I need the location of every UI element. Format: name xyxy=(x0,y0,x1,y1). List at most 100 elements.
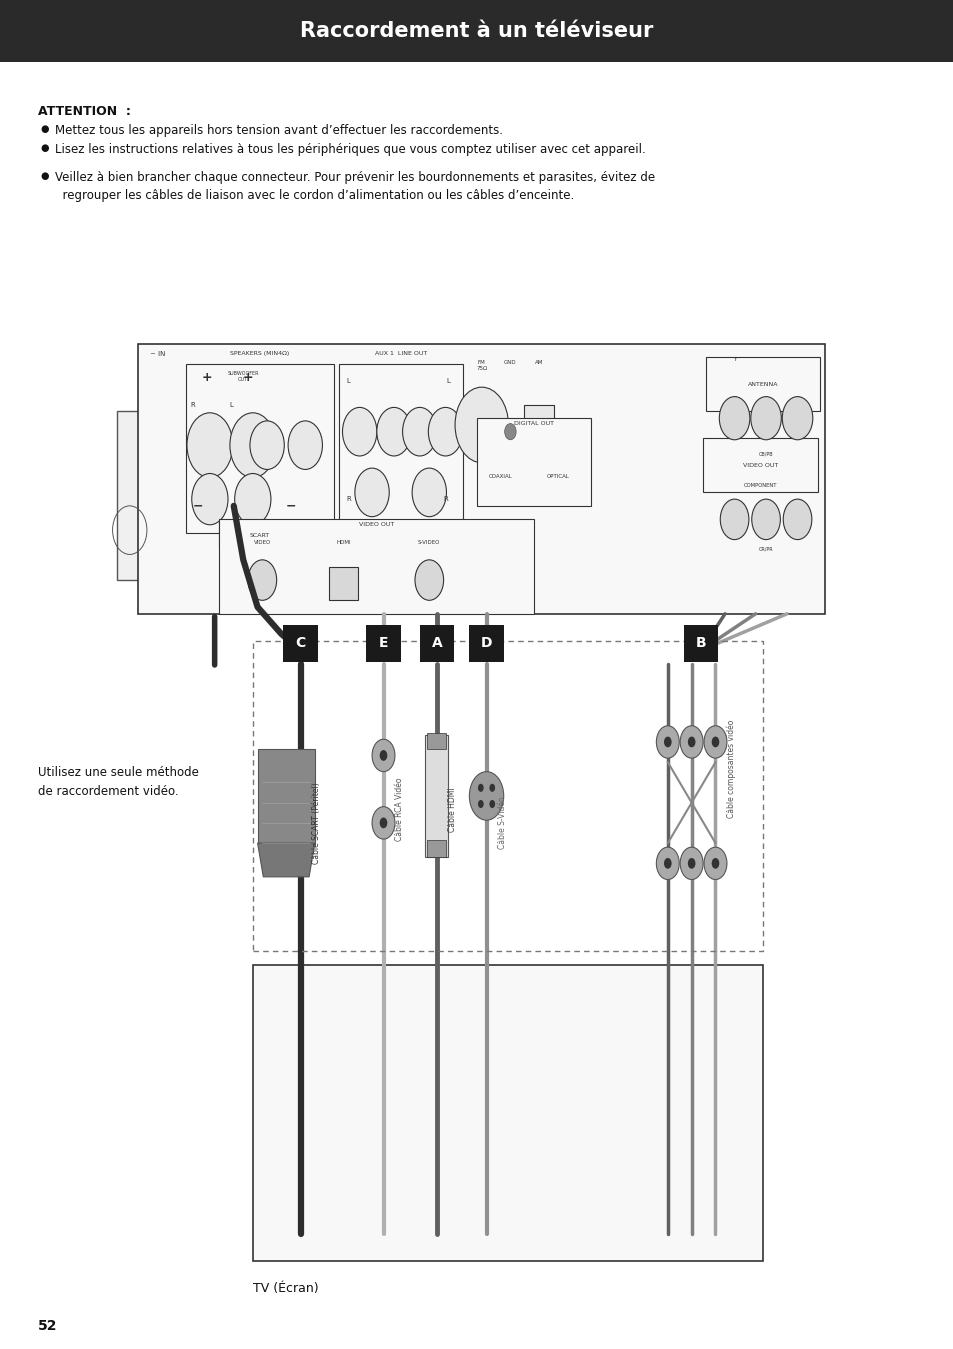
Text: L: L xyxy=(446,378,450,383)
Text: Veillez à bien brancher chaque connecteur. Pour prévenir les bourdonnements et p: Veillez à bien brancher chaque connecteu… xyxy=(55,171,655,202)
Bar xyxy=(523,405,554,445)
Circle shape xyxy=(372,739,395,772)
Text: ●: ● xyxy=(40,143,49,152)
Text: L: L xyxy=(229,402,233,407)
Text: CB/PB: CB/PB xyxy=(758,452,773,457)
Circle shape xyxy=(687,737,695,747)
Text: Lisez les instructions relatives à tous les périphériques que vous comptez utili: Lisez les instructions relatives à tous … xyxy=(55,143,645,156)
Bar xyxy=(702,438,817,492)
Bar xyxy=(705,357,820,411)
Bar xyxy=(117,411,141,580)
Circle shape xyxy=(192,473,228,525)
Circle shape xyxy=(250,421,284,469)
Bar xyxy=(329,567,357,600)
Circle shape xyxy=(342,407,376,456)
Circle shape xyxy=(711,858,719,869)
Text: Mettez tous les appareils hors tension avant d’effectuer les raccordements.: Mettez tous les appareils hors tension a… xyxy=(55,124,503,138)
Bar xyxy=(257,749,314,843)
Text: −: − xyxy=(193,499,204,513)
Text: Câble RCA Vidéo: Câble RCA Vidéo xyxy=(395,777,403,842)
Text: C: C xyxy=(295,637,305,650)
Bar xyxy=(427,840,446,857)
Text: Câble S-Vidéo: Câble S-Vidéo xyxy=(497,796,506,850)
Text: ●: ● xyxy=(40,124,49,134)
Text: ~ IN: ~ IN xyxy=(150,351,165,356)
Text: Câble SCART (Péritel): Câble SCART (Péritel) xyxy=(312,782,320,863)
Text: HDMI: HDMI xyxy=(335,540,351,545)
Text: VIDEO
IN: VIDEO IN xyxy=(364,1063,402,1086)
Circle shape xyxy=(751,499,780,540)
Text: SCART: SCART xyxy=(280,1043,320,1052)
Bar xyxy=(0,0,953,62)
Text: COMPONENT: COMPONENT xyxy=(742,483,777,488)
Text: FM
75Ω: FM 75Ω xyxy=(476,360,487,371)
Text: +: + xyxy=(242,371,253,384)
Text: VIDEO OUT: VIDEO OUT xyxy=(742,463,777,468)
Circle shape xyxy=(248,560,276,600)
Circle shape xyxy=(663,737,671,747)
Text: −: − xyxy=(285,499,296,513)
Text: R: R xyxy=(443,496,448,502)
Text: SCART: SCART xyxy=(250,533,270,538)
Bar xyxy=(219,519,534,614)
Bar xyxy=(476,418,591,506)
Bar xyxy=(186,364,334,533)
Text: CR/PR: CR/PR xyxy=(758,546,773,552)
Circle shape xyxy=(656,847,679,880)
Text: L: L xyxy=(346,378,350,383)
Text: R: R xyxy=(191,402,195,407)
Circle shape xyxy=(750,397,781,440)
Bar xyxy=(253,965,762,1261)
Text: 52: 52 xyxy=(38,1319,57,1333)
Text: SPEAKERS (MIN4Ω): SPEAKERS (MIN4Ω) xyxy=(230,351,290,356)
Circle shape xyxy=(187,413,233,478)
Circle shape xyxy=(412,468,446,517)
Text: Y: Y xyxy=(732,357,736,363)
Bar xyxy=(419,625,454,662)
Bar xyxy=(338,364,462,533)
Text: VIDEO OUT: VIDEO OUT xyxy=(359,522,394,527)
Bar xyxy=(219,522,300,549)
Bar xyxy=(283,625,317,662)
Bar xyxy=(253,641,762,951)
Circle shape xyxy=(355,468,389,517)
Circle shape xyxy=(719,397,749,440)
Text: COMPONENT
VIDEO IN: COMPONENT VIDEO IN xyxy=(651,1036,731,1059)
Polygon shape xyxy=(257,843,314,877)
Circle shape xyxy=(679,726,702,758)
Text: GND: GND xyxy=(503,360,517,366)
Text: AM: AM xyxy=(535,360,542,366)
Circle shape xyxy=(656,726,679,758)
Circle shape xyxy=(376,407,411,456)
Circle shape xyxy=(489,800,495,808)
Circle shape xyxy=(230,413,275,478)
Circle shape xyxy=(477,800,483,808)
Text: Utilisez une seule méthode
de raccordement vidéo.: Utilisez une seule méthode de raccordeme… xyxy=(38,766,199,799)
Text: Câble composantes vidéo: Câble composantes vidéo xyxy=(726,720,736,817)
Bar xyxy=(427,733,446,749)
Text: +: + xyxy=(201,371,213,384)
Text: DIGITAL OUT: DIGITAL OUT xyxy=(514,421,554,426)
Bar xyxy=(138,344,824,614)
Text: D: D xyxy=(480,637,492,650)
Text: B: B xyxy=(695,637,706,650)
Text: SUBWOOFER
OUT: SUBWOOFER OUT xyxy=(227,371,259,382)
Text: R: R xyxy=(346,496,351,502)
Circle shape xyxy=(489,784,495,792)
Circle shape xyxy=(477,784,483,792)
Circle shape xyxy=(703,847,726,880)
Circle shape xyxy=(234,473,271,525)
Text: AUX 1  LINE OUT: AUX 1 LINE OUT xyxy=(375,351,426,356)
Text: A: A xyxy=(431,637,442,650)
Bar xyxy=(469,625,503,662)
Text: Raccordement à un téléviseur: Raccordement à un téléviseur xyxy=(300,22,653,40)
Circle shape xyxy=(504,424,516,440)
Circle shape xyxy=(781,397,812,440)
Circle shape xyxy=(679,847,702,880)
Circle shape xyxy=(455,387,508,463)
Text: Câble HDMI: Câble HDMI xyxy=(448,786,456,832)
Circle shape xyxy=(720,499,748,540)
Text: ANTENNA: ANTENNA xyxy=(747,382,778,387)
Circle shape xyxy=(711,737,719,747)
Text: TV (Écran): TV (Écran) xyxy=(253,1282,318,1295)
